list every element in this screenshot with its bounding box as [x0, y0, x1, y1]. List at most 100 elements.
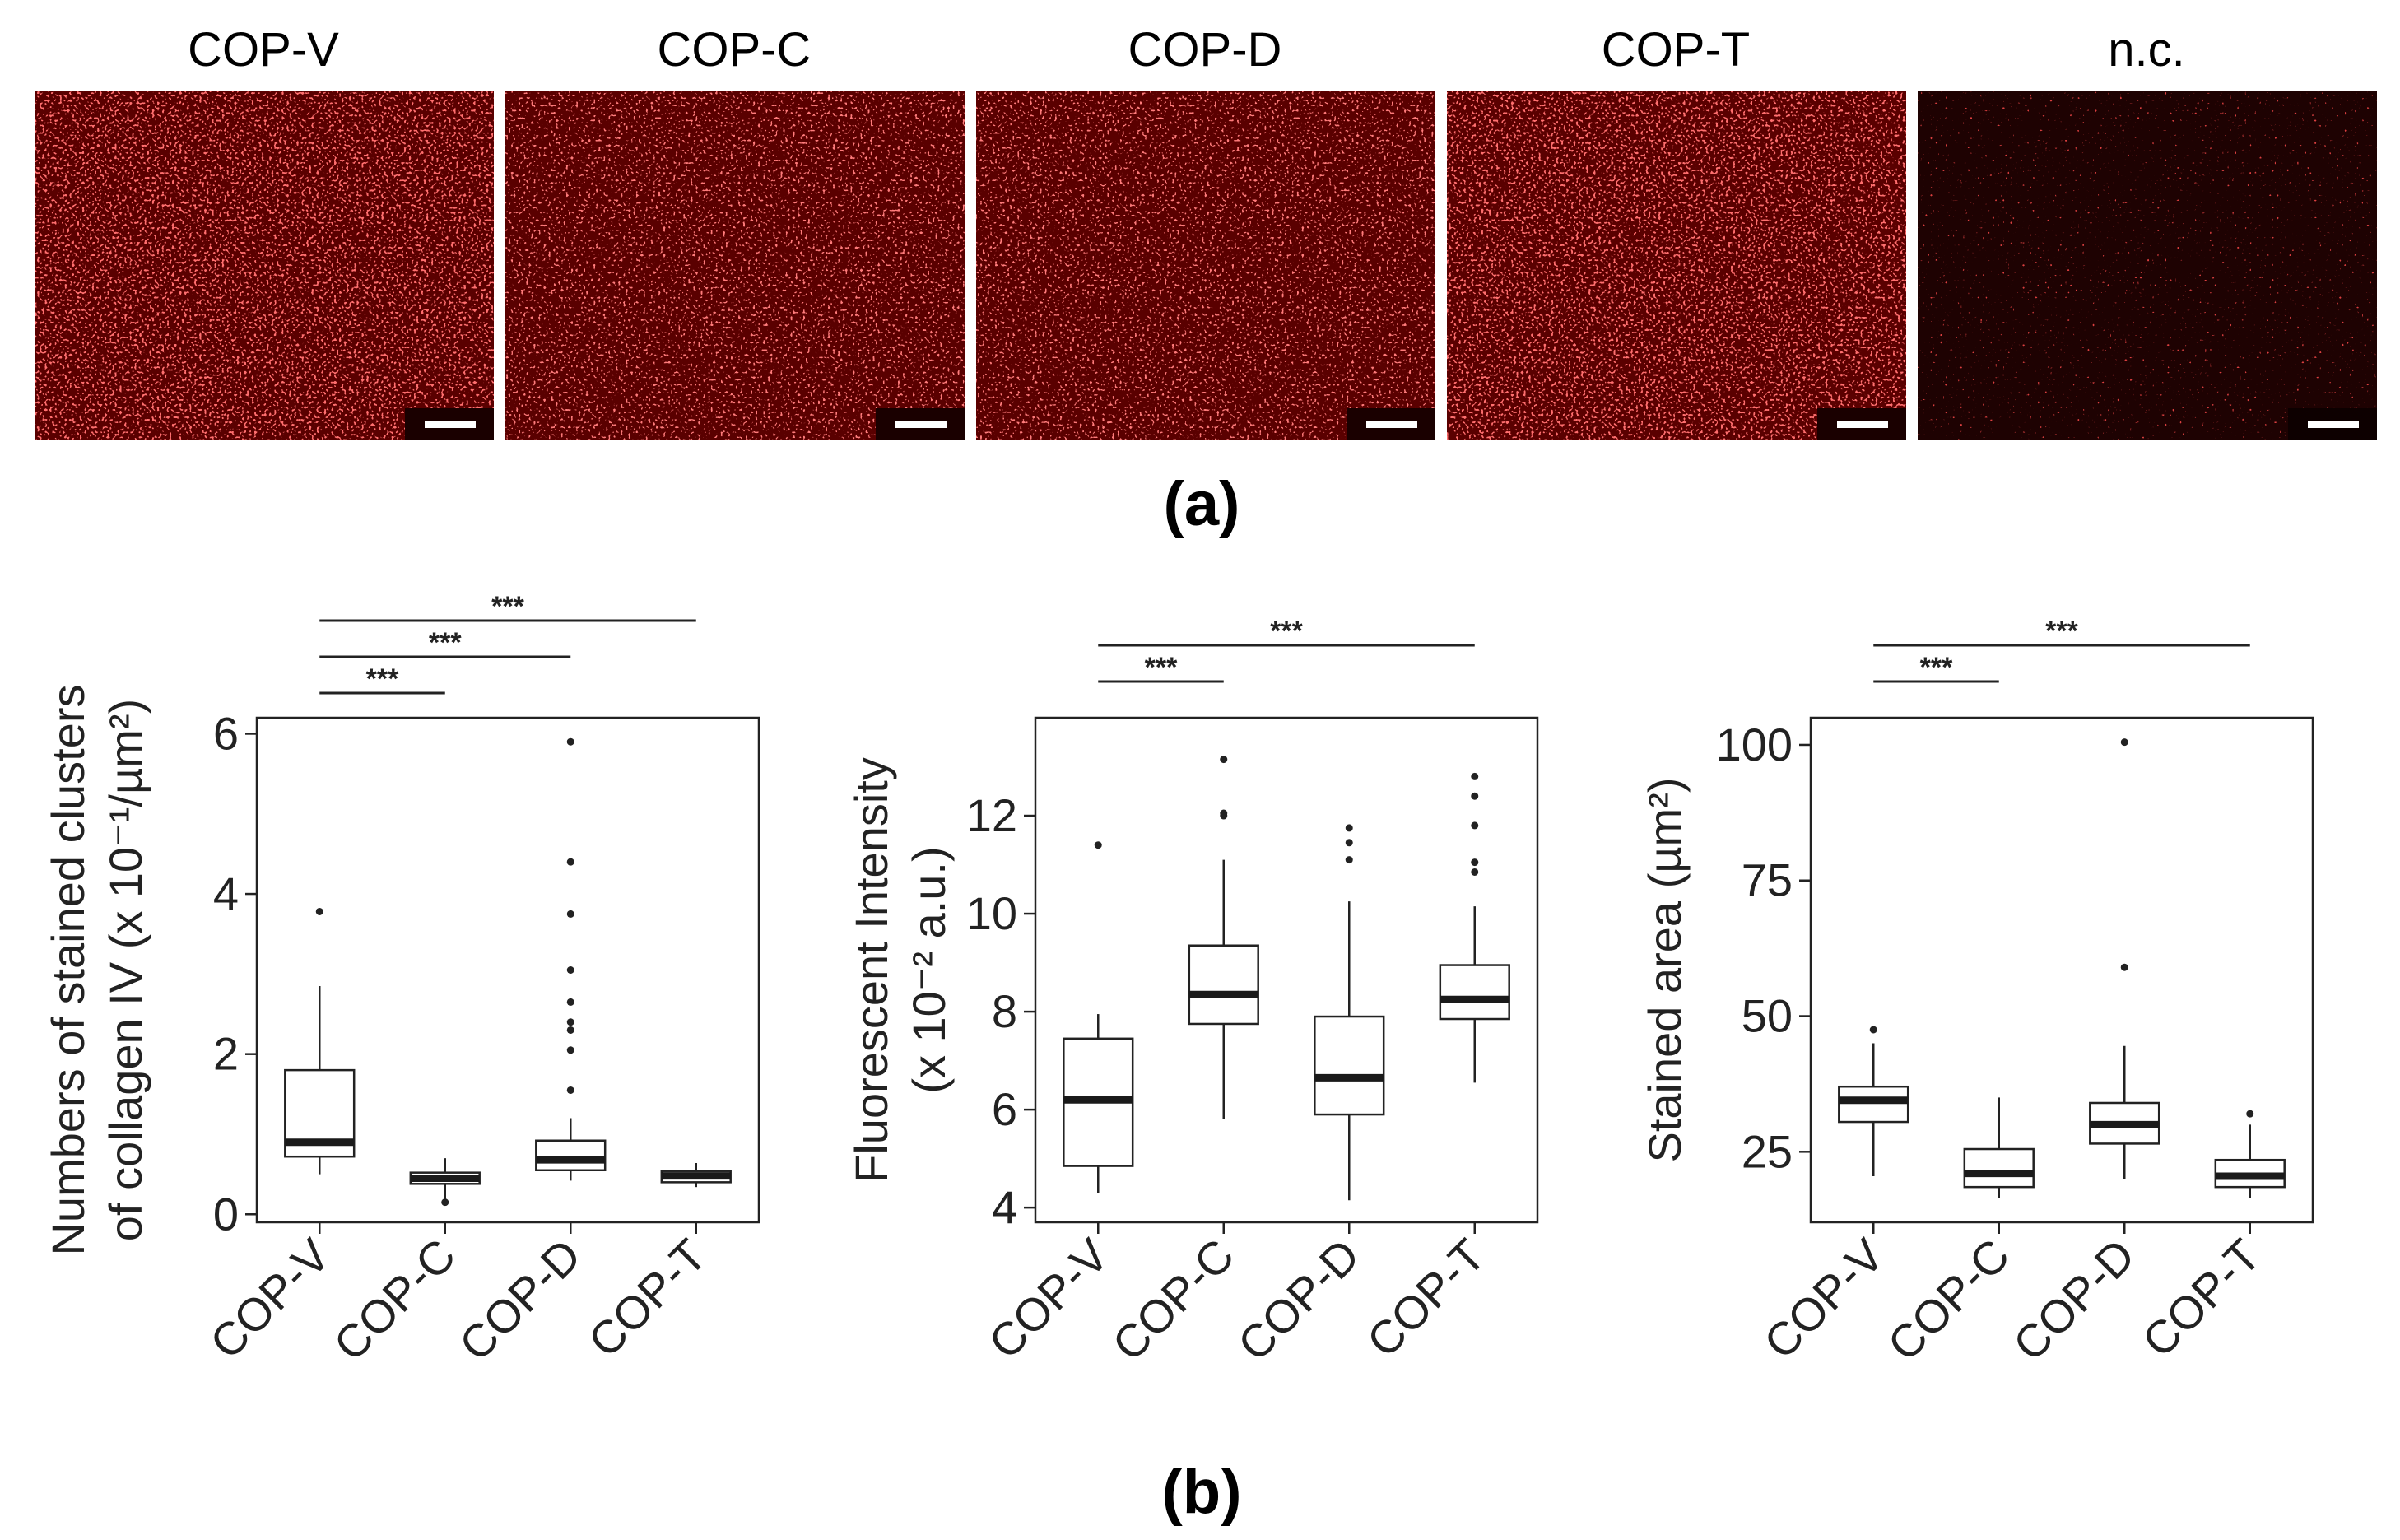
y-tick-label: 6 — [213, 707, 239, 759]
box-iqr — [1963, 1147, 2035, 1189]
outlier-point — [566, 737, 574, 746]
micrograph-cop-t — [1447, 91, 1906, 440]
significance-label: *** — [1920, 652, 1953, 683]
y-tick-label: 10 — [966, 887, 1017, 939]
y-tick-label: 4 — [213, 868, 239, 919]
x-tick-label: COP-C — [323, 1229, 465, 1370]
y-axis-label: Numbers of stained clusters — [42, 684, 94, 1255]
x-tick-label: COP-C — [1102, 1229, 1244, 1370]
x-tick-label: COP-D — [1228, 1229, 1370, 1370]
micrograph-label-cop-v: COP-V — [188, 23, 339, 77]
box-plot-2: 4 6 8 10 12 Fluorescent Intensity (x 10⁻² a.u.… — [845, 616, 1539, 1370]
outlier-point — [566, 1086, 574, 1094]
outlier-point — [566, 1026, 574, 1034]
x-tick-label: COP-V — [1754, 1228, 1894, 1368]
micrograph-label-cop-d: COP-D — [1128, 23, 1282, 77]
y-tick-label: 100 — [1716, 719, 1793, 770]
outlier-point — [1471, 792, 1479, 800]
box-iqr — [1188, 944, 1259, 1026]
outlier-point — [441, 1198, 449, 1207]
outlier-point — [1094, 841, 1102, 849]
outlier-point — [1345, 824, 1353, 832]
box-iqr — [1838, 1085, 1909, 1124]
box-cop-v — [1063, 841, 1134, 1193]
box-cop-t — [2214, 1110, 2286, 1198]
stain-speckles — [1447, 91, 1906, 440]
y-axis-label: Stained area (µm²) — [1639, 778, 1691, 1163]
y-tick-label: 0 — [213, 1188, 239, 1240]
x-tick-label: COP-D — [2003, 1229, 2145, 1370]
outlier-point — [315, 907, 323, 915]
box-cop-d — [2089, 738, 2160, 1179]
significance-label: *** — [2045, 616, 2078, 647]
y-tick-label: 75 — [1742, 854, 1793, 906]
box-cop-c — [409, 1158, 481, 1207]
micrograph-row: COP-V COP-C COP-D COP-T n.c. — [35, 23, 2377, 440]
significance-label: *** — [1145, 652, 1178, 683]
box-cop-v — [1838, 1026, 1909, 1176]
box-cop-d — [1314, 824, 1385, 1201]
stain-speckles — [505, 91, 965, 440]
box-cop-c — [1963, 1097, 2035, 1198]
outlier-point — [566, 858, 574, 866]
micrograph-label-nc: n.c. — [2108, 23, 2185, 77]
y-axis-label: (x 10⁻² a.u.) — [903, 846, 955, 1093]
y-tick-label: 12 — [966, 789, 1017, 841]
outlier-point — [2246, 1110, 2254, 1118]
micrograph-nc — [1918, 91, 2377, 440]
box-iqr — [1314, 1015, 1385, 1116]
outlier-point — [1471, 772, 1479, 780]
y-axis-label: of collagen IV (x 10⁻¹/µm²) — [100, 699, 151, 1241]
y-tick-label: 6 — [992, 1083, 1017, 1135]
stain-speckles — [976, 91, 1435, 440]
box-cop-t — [660, 1162, 732, 1188]
box-plot-panels: 0 2 4 6 Numbers of stained clusters of collag… — [42, 591, 2314, 1370]
outlier-point — [1220, 809, 1228, 817]
outlier-point — [566, 1046, 574, 1054]
box-plot-1: 0 2 4 6 Numbers of stained clusters of collag… — [42, 591, 760, 1370]
box-cop-c — [1188, 756, 1259, 1120]
y-tick-label: 2 — [213, 1028, 239, 1080]
significance-label: *** — [366, 663, 399, 695]
x-tick-label: COP-D — [449, 1229, 591, 1370]
micrograph-cop-d — [976, 91, 1435, 440]
outlier-point — [1471, 821, 1479, 830]
scalebar — [895, 421, 947, 428]
micrograph-cop-c — [505, 91, 965, 440]
outlier-point — [566, 998, 574, 1006]
box-cop-d — [535, 737, 607, 1181]
outlier-point — [1345, 856, 1353, 864]
x-tick-label: COP-T — [1356, 1229, 1495, 1367]
x-tick-label: COP-T — [578, 1229, 716, 1367]
outlier-point — [566, 966, 574, 974]
y-axis-label: Fluorescent Intensity — [845, 757, 897, 1183]
y-tick-label: 50 — [1742, 990, 1793, 1042]
micrograph-cop-v — [35, 91, 494, 440]
outlier-point — [1471, 868, 1479, 876]
scalebar — [2308, 421, 2359, 428]
x-tick-label: COP-T — [2132, 1229, 2270, 1367]
outlier-point — [566, 910, 574, 918]
panel-label-a: (a) — [1164, 469, 1240, 539]
outlier-point — [1220, 756, 1228, 764]
box-cop-v — [284, 907, 356, 1175]
scalebar — [1837, 421, 1888, 428]
outlier-point — [1345, 839, 1353, 847]
outlier-point — [1869, 1026, 1877, 1034]
panel-label-b: (b) — [1161, 1457, 1241, 1527]
y-tick-label: 4 — [992, 1181, 1017, 1233]
stain-speckles — [1918, 91, 2377, 440]
significance-label: *** — [429, 627, 462, 658]
x-tick-label: COP-V — [200, 1228, 340, 1368]
box-iqr — [1439, 964, 1510, 1021]
x-tick-label: COP-C — [1877, 1229, 2019, 1370]
micrograph-label-cop-t: COP-T — [1602, 23, 1750, 77]
scalebar — [425, 421, 476, 428]
outlier-point — [2120, 738, 2128, 747]
x-tick-label: COP-V — [979, 1228, 1119, 1368]
micrograph-label-cop-c: COP-C — [658, 23, 812, 77]
significance-label: *** — [491, 591, 524, 622]
stain-speckles — [35, 91, 494, 440]
